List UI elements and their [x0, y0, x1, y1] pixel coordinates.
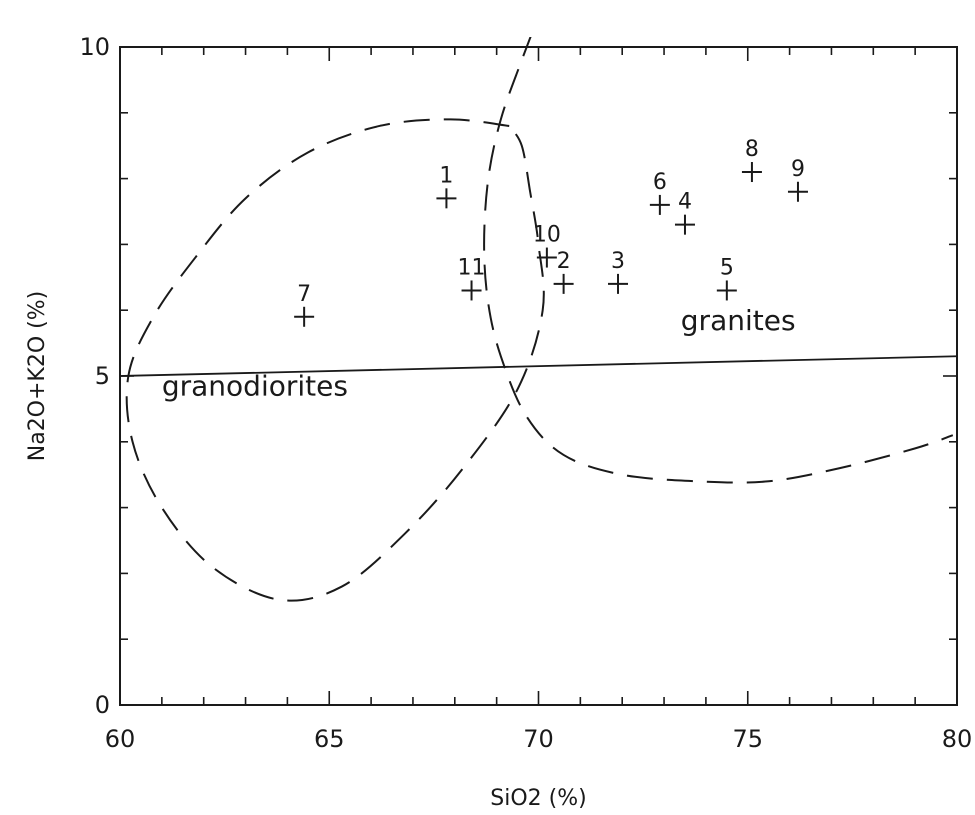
y-axis-title: Na2O+K2O (%)	[25, 291, 50, 462]
x-axis-title: SiO2 (%)	[490, 786, 586, 811]
chart-labels: SiO2 (%) Na2O+K2O (%) granodiorites grani…	[25, 291, 796, 811]
point-label: 5	[720, 255, 734, 280]
y-tick-label: 0	[95, 691, 110, 719]
region-boundaries	[125, 37, 954, 602]
data-point-8: 8	[741, 137, 762, 183]
point-label: 11	[458, 255, 486, 280]
point-label: 6	[653, 170, 667, 195]
data-points: 1 2 3 4 5 6 7 8 9 10 11	[294, 137, 808, 327]
data-point-5: 5	[716, 255, 737, 301]
data-point-10: 10	[533, 223, 561, 268]
data-point-4: 4	[674, 190, 695, 235]
y-tick-label: 10	[79, 33, 110, 61]
x-tick-label: 70	[523, 725, 554, 753]
x-tick-label: 60	[105, 725, 136, 753]
region-boundary-granodiorites	[125, 118, 545, 602]
data-point-3: 3	[608, 249, 629, 294]
point-label: 8	[745, 137, 759, 162]
region-label-granites: granites	[681, 304, 796, 337]
point-label: 7	[297, 282, 311, 307]
data-point-2: 2	[553, 249, 574, 294]
region-label-granodiorites: granodiorites	[162, 370, 348, 403]
point-label: 3	[611, 249, 625, 274]
data-point-9: 9	[787, 157, 808, 202]
data-point-1: 1	[436, 163, 457, 209]
point-label: 1	[439, 163, 453, 188]
x-tick-label: 65	[314, 725, 345, 753]
data-point-7: 7	[294, 282, 315, 327]
x-tick-label: 75	[732, 725, 763, 753]
x-tick-label: 80	[942, 725, 973, 753]
data-point-11: 11	[458, 255, 486, 301]
classification-divider-line	[119, 355, 958, 377]
point-label: 2	[557, 249, 571, 274]
divider-layer	[119, 355, 958, 377]
y-tick-label: 5	[95, 362, 110, 390]
point-label: 9	[791, 157, 805, 182]
point-label: 4	[678, 190, 692, 215]
point-label: 10	[533, 223, 561, 248]
data-point-6: 6	[649, 170, 670, 215]
